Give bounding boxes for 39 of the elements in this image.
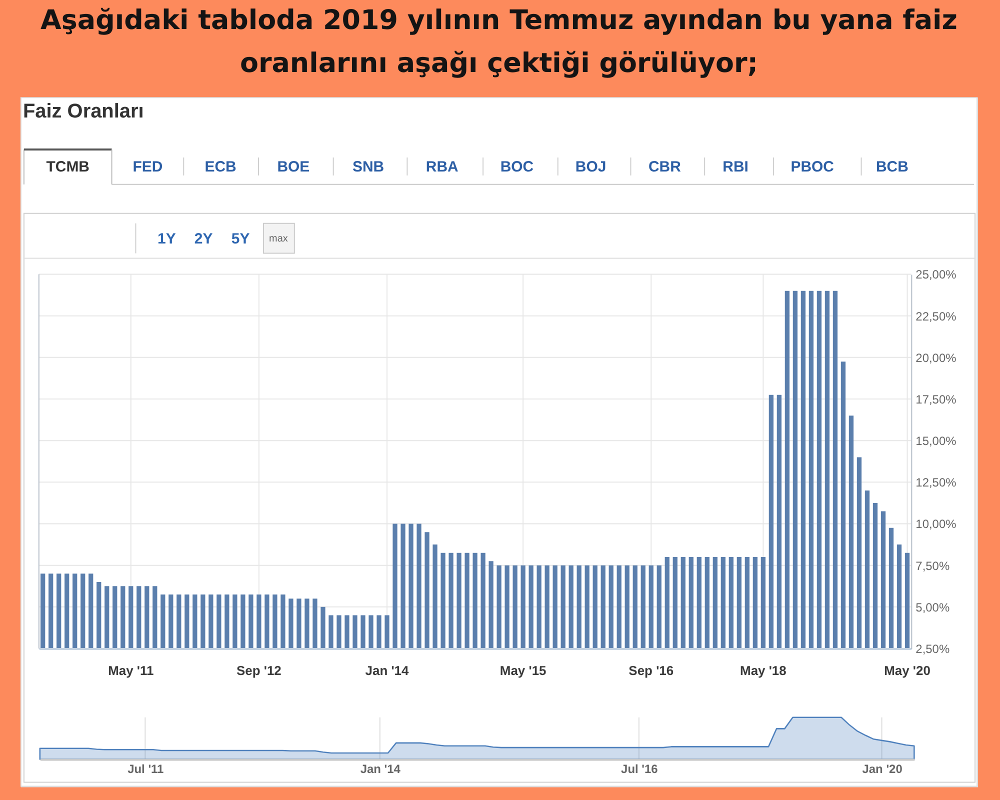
text: ECB	[204, 158, 237, 176]
y-tick-label: 25,00%	[916, 268, 957, 282]
y-tick-label: 20,00%	[916, 350, 957, 365]
x-tick-label: May '11	[108, 662, 154, 678]
text: CBR	[648, 158, 682, 176]
text: max	[269, 233, 288, 244]
y-tick-label: 5,00%	[916, 600, 950, 614]
text: BOE	[277, 158, 310, 176]
text: PBOC	[790, 158, 834, 176]
y-tick-label: 2,50%	[916, 642, 950, 656]
text: 5Y	[231, 230, 250, 248]
x-tick-label: May '20	[884, 662, 930, 678]
text: RBI	[722, 158, 748, 176]
x-tick-label: Jul '11	[128, 762, 164, 776]
y-tick-label: 10,00%	[916, 517, 957, 532]
x-tick-label: Jul '16	[621, 762, 658, 776]
x-tick-label: Jan '14	[360, 762, 401, 776]
x-tick-label: Sep '12	[236, 662, 282, 678]
x-tick-label: Jan '20	[862, 762, 903, 776]
x-tick-label: May '18	[740, 662, 786, 678]
x-tick-label: Sep '16	[628, 662, 674, 678]
text: TCMB	[46, 158, 90, 176]
text: 1Y	[158, 230, 176, 248]
y-tick-label: 17,50%	[916, 392, 957, 406]
y-tick-label: 22,50%	[916, 309, 957, 324]
chart-subtitle: Faiz Oranları	[22, 100, 144, 123]
text: BOJ	[575, 158, 606, 176]
x-tick-label: May '15	[500, 662, 546, 678]
text: SNB	[352, 158, 384, 176]
y-tick-label: 12,50%	[916, 476, 957, 490]
y-tick-label: 7,50%	[916, 558, 950, 573]
y-tick-label: 15,00%	[916, 434, 957, 448]
chart-title: Aşağıdaki tabloda 2019 yılının Temmuz ayından bu yana faiz oranlarını aşağı çektiği görülüyor;	[40, 5, 958, 80]
text: BCB	[876, 158, 909, 176]
text: BOC	[500, 158, 534, 176]
text: RBA	[426, 158, 459, 176]
text: FED	[132, 158, 163, 176]
x-tick-label: Jan '14	[365, 662, 410, 678]
text: 2Y	[194, 230, 213, 248]
